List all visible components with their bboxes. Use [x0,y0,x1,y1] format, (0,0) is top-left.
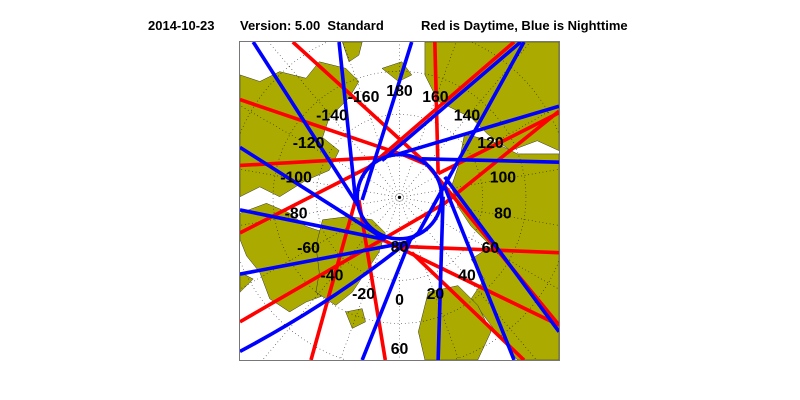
meridian-line [399,42,457,198]
date-label: 2014-10-23 [148,18,215,33]
longitude-label: 140 [454,107,481,124]
meridian-line [240,169,400,198]
daytime-track [433,42,440,174]
longitude-label: 40 [458,268,476,285]
longitude-label: -20 [352,286,375,303]
meridian-line [399,197,559,226]
longitude-label: -160 [348,89,380,106]
longitude-label: -40 [321,268,344,285]
longitude-label: -140 [316,107,348,124]
longitude-label: -120 [293,135,325,152]
longitude-label: 160 [422,89,449,106]
nighttime-track-circle [355,152,444,241]
meridian-line [399,169,559,198]
nighttime-track [443,175,559,333]
longitude-label: 80 [494,206,512,223]
latitude-label: 80 [391,239,409,256]
longitude-label: 180 [386,83,413,100]
meridian-line [268,42,400,198]
north-pole-marker [397,195,402,200]
nighttime-track [251,42,361,208]
longitude-label: -60 [297,240,320,257]
longitude-label: 100 [490,169,517,186]
longitude-label: 60 [482,240,500,257]
landmass [345,308,366,329]
legend-text: Red is Daytime, Blue is Nighttime [421,18,628,33]
longitude-label: 120 [477,135,504,152]
polar-map: 180 160 140 120 100 80 60 40 20 0 -20 -40 -60 -80 -100… [239,41,560,361]
nighttime-track [360,42,414,201]
landmass [342,42,363,63]
nighttime-track [443,186,516,360]
longitude-label: 20 [427,286,445,303]
nighttime-track [436,196,445,360]
daytime-track [309,199,358,360]
meridian-line [342,42,400,198]
nighttime-track [380,42,522,162]
nighttime-track [360,235,414,360]
nighttime-track [421,157,559,164]
longitude-label: 0 [395,292,404,309]
nighttime-track [337,42,358,201]
nighttime-track [240,241,406,276]
longitude-label: -80 [285,206,308,223]
nighttime-track [240,145,387,242]
nighttime-track [397,104,559,156]
latitude-label: 60 [391,341,409,358]
satellite-tracks [240,42,559,360]
daytime-track [391,244,559,255]
daytime-track [240,109,559,324]
longitude-label: -100 [280,169,312,186]
graticule-labels: 180 160 140 120 100 80 60 40 20 0 -20 -40-60 -80 -100… [280,83,516,358]
meridian-line [399,42,531,198]
landmass [418,285,492,360]
version-label: Version: 5.00 Standard [240,18,384,33]
nighttime-track [240,208,386,242]
